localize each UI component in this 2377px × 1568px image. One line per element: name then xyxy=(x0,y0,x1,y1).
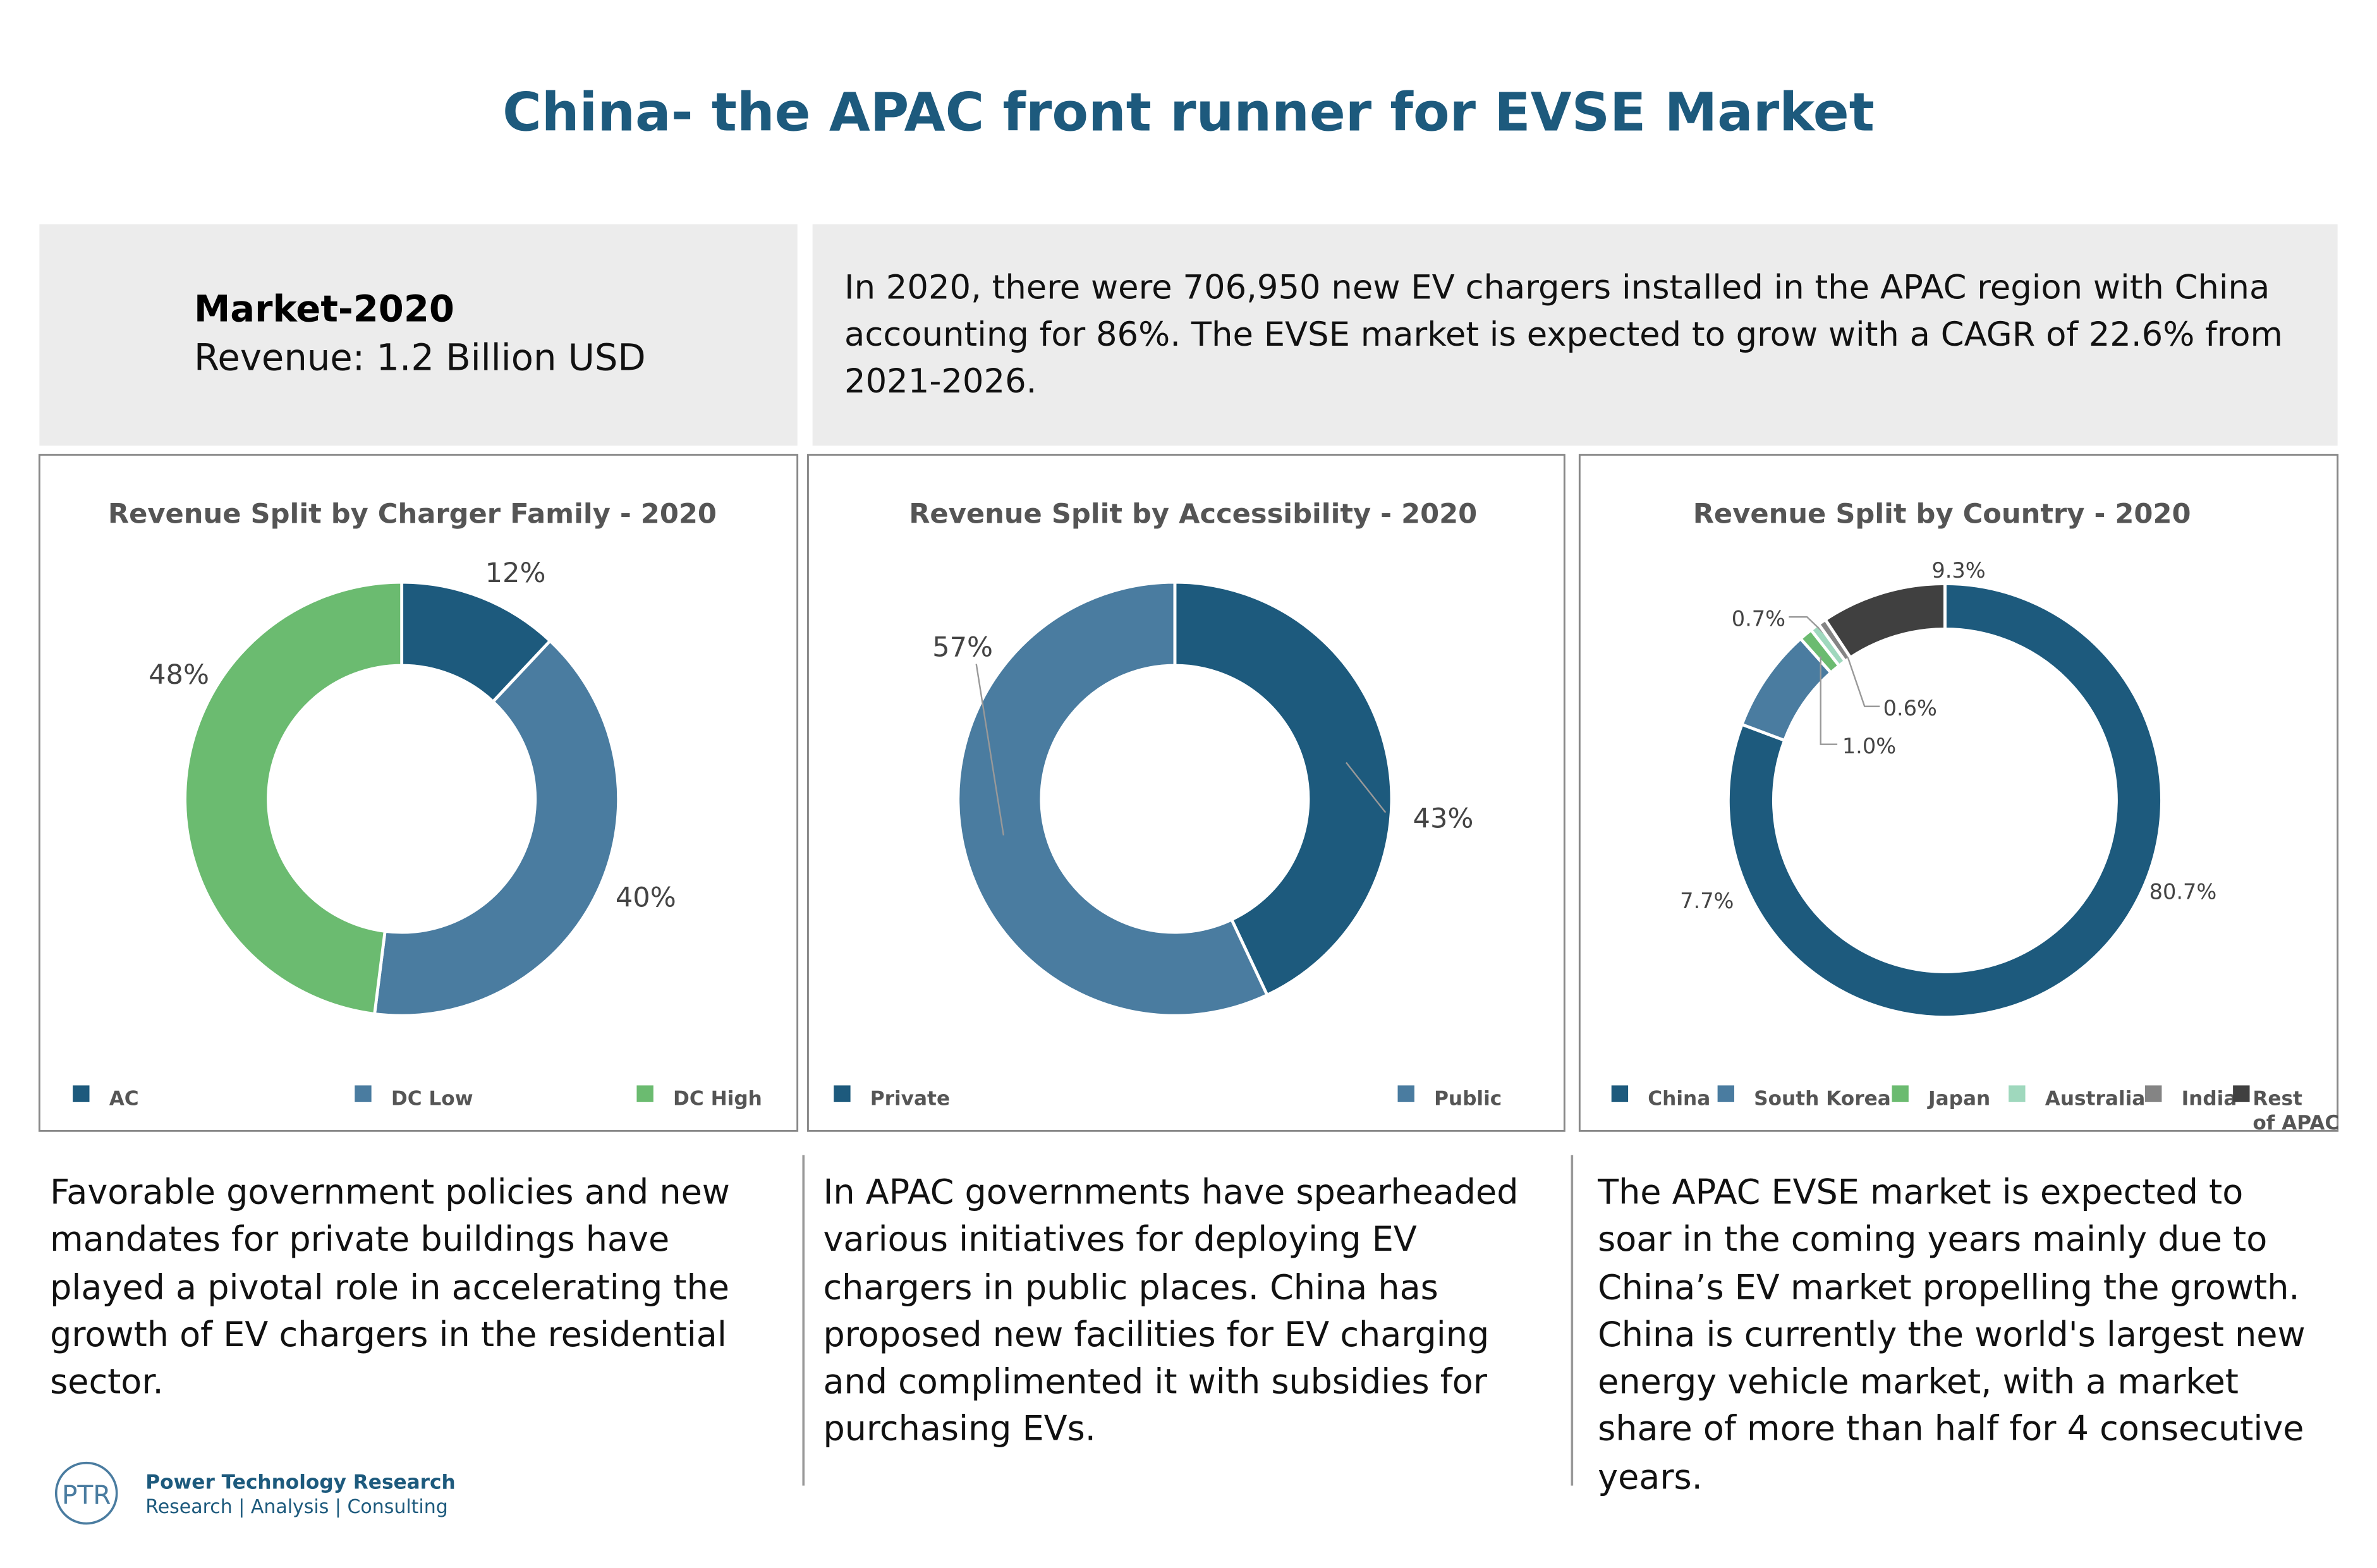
note-text: In APAC governments have spearheaded var… xyxy=(823,1173,1519,1450)
legend-label: South Korea xyxy=(1754,1088,1891,1110)
page-title: China- the APAC front runner for EVSE Ma… xyxy=(502,83,1875,144)
value-label: 43% xyxy=(1413,803,1474,835)
legend-swatch xyxy=(355,1085,372,1102)
legend-swatch xyxy=(2009,1085,2026,1102)
leader-line xyxy=(975,664,1005,836)
logo-ring xyxy=(54,1461,118,1525)
value-label: 48% xyxy=(149,659,209,691)
legend-label: Australia xyxy=(2045,1088,2146,1110)
summary-text: In 2020, there were 706,950 new EV charg… xyxy=(844,269,2283,402)
value-label: 7.7% xyxy=(1680,889,1734,913)
donut-slice xyxy=(1823,582,1947,660)
legend-label: Public xyxy=(1434,1088,1502,1110)
logo-mark: PTR xyxy=(62,1480,111,1510)
chart-title: Revenue Split by Charger Family - 2020 xyxy=(108,499,717,530)
value-label: 1.0% xyxy=(1842,734,1896,758)
leader-line xyxy=(1842,644,1880,707)
legend-swatch xyxy=(1892,1085,1909,1102)
logo: PTR Power Technology Research Research |… xyxy=(54,1461,456,1525)
note-text: The APAC EVSE market is expected to soar… xyxy=(1598,1173,2306,1498)
legend-label: China xyxy=(1648,1088,1710,1110)
legend-swatch xyxy=(834,1085,851,1102)
donut-slice xyxy=(1726,582,2163,1019)
legend-swatch xyxy=(1611,1085,1629,1102)
market-box xyxy=(39,224,798,446)
market-label: Market-2020 xyxy=(194,288,454,331)
donut-slice xyxy=(372,638,621,1018)
chart-panel xyxy=(807,454,1565,1132)
chart-panel xyxy=(38,454,799,1132)
leader-line xyxy=(1346,762,1387,813)
note-text: Favorable government policies and new ma… xyxy=(50,1173,730,1403)
chart-title: Revenue Split by Country - 2020 xyxy=(1693,499,2191,530)
legend-swatch xyxy=(1397,1085,1414,1102)
legend-label: Japan xyxy=(1927,1088,1990,1110)
legend-swatch xyxy=(2233,1085,2250,1102)
legend-swatch xyxy=(636,1085,654,1102)
value-label: 40% xyxy=(616,882,676,913)
value-label: 80.7% xyxy=(2149,879,2217,904)
legend-label: AC xyxy=(109,1088,139,1110)
value-label: 0.7% xyxy=(1732,607,1785,631)
donut-slice xyxy=(183,580,404,1016)
chart-title: Revenue Split by Accessibility - 2020 xyxy=(909,499,1477,530)
value-label: 12% xyxy=(485,557,546,589)
donut-slice xyxy=(1173,580,1394,997)
donut-slice xyxy=(956,580,1270,1018)
chart-panel xyxy=(1578,454,2339,1132)
legend-label: Rest of APAC xyxy=(2252,1088,2339,1134)
summary-box xyxy=(812,224,2338,446)
value-label: 0.6% xyxy=(1883,696,1937,720)
legend-label: DC High xyxy=(673,1088,762,1110)
legend-swatch xyxy=(73,1085,90,1102)
value-label: 9.3% xyxy=(1931,558,1985,583)
logo-name: Power Technology Research xyxy=(145,1471,455,1493)
legend-swatch xyxy=(2145,1085,2162,1102)
legend-label: DC Low xyxy=(391,1088,473,1110)
legend-label: Private xyxy=(870,1088,950,1110)
market-revenue: Revenue: 1.2 Billion USD xyxy=(194,336,646,379)
legend-label: India xyxy=(2182,1088,2237,1110)
logo-tagline: Research | Analysis | Consulting xyxy=(145,1496,448,1518)
leader-line xyxy=(1820,656,1838,745)
value-label: 57% xyxy=(932,632,993,664)
legend-swatch xyxy=(1717,1085,1734,1102)
